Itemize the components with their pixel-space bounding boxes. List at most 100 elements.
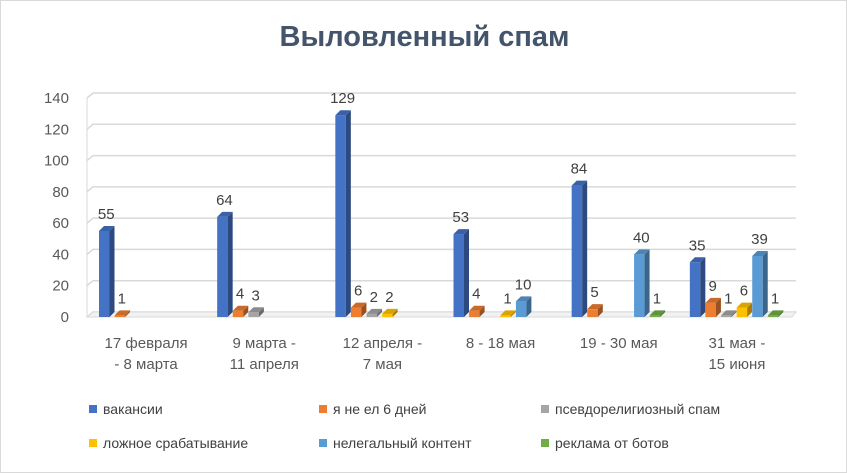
bar-side xyxy=(747,302,753,317)
data-label: 6 xyxy=(354,283,362,300)
data-label: 1 xyxy=(653,290,661,307)
gridline xyxy=(86,279,796,287)
y-tick-label: 60 xyxy=(52,215,69,232)
legend-item: нелегальный контент xyxy=(319,435,472,451)
data-label: 5 xyxy=(590,284,598,301)
bar-top xyxy=(453,229,469,235)
legend-label: я не ел 6 дней xyxy=(333,401,427,417)
bar-top xyxy=(571,180,588,186)
data-label: 2 xyxy=(370,289,378,306)
bar-side xyxy=(700,257,706,317)
y-tick-label: 140 xyxy=(44,90,69,107)
legend-swatch xyxy=(319,405,327,413)
bar-top xyxy=(767,310,784,316)
bar-top xyxy=(705,297,721,303)
data-label: 35 xyxy=(689,237,706,254)
bar xyxy=(335,115,346,317)
bar xyxy=(515,301,527,317)
y-tick-label: 100 xyxy=(44,153,69,170)
data-label: 129 xyxy=(330,90,355,107)
bar-top xyxy=(721,310,737,316)
data-label: 6 xyxy=(740,283,748,300)
legend-label: псевдорелигиозный спам xyxy=(555,401,721,417)
legend-item: ложное срабатывание xyxy=(89,435,248,451)
data-label: 4 xyxy=(472,286,480,303)
y-tick-label: 20 xyxy=(52,278,69,295)
bar-top xyxy=(114,310,131,316)
y-tick-label: 80 xyxy=(52,184,69,201)
bar-top xyxy=(232,305,249,311)
gridline xyxy=(86,92,796,99)
data-label: 1 xyxy=(503,290,511,307)
bar xyxy=(767,315,779,317)
x-tick-label: 19 - 30 мая xyxy=(580,335,658,352)
bar-side xyxy=(597,304,603,317)
bar xyxy=(366,313,378,317)
legend-label: ложное срабатывание xyxy=(103,435,249,451)
bar-side xyxy=(731,310,737,317)
bar xyxy=(382,313,393,317)
data-label: 1 xyxy=(771,290,779,307)
bar-top xyxy=(248,307,264,313)
legend-label: вакансии xyxy=(103,401,163,417)
bar xyxy=(634,254,645,317)
bar-side xyxy=(526,296,532,317)
x-tick-label: 17 февраля - 8 марта xyxy=(105,335,188,373)
bar-side xyxy=(778,310,784,317)
legend-swatch xyxy=(541,439,549,447)
bar xyxy=(705,302,716,317)
data-label: 64 xyxy=(216,192,233,209)
x-tick-label: 8 - 18 мая xyxy=(466,335,535,352)
bar xyxy=(752,255,763,317)
bar-top xyxy=(350,302,367,308)
gridline xyxy=(86,248,796,256)
legend-item: вакансии xyxy=(89,401,163,417)
bar-top xyxy=(634,249,650,255)
bar xyxy=(721,315,732,317)
legend-item: я не ел 6 дней xyxy=(319,401,426,417)
y-tick-label: 0 xyxy=(61,309,69,326)
bar-side xyxy=(125,310,131,317)
bar-side xyxy=(392,308,398,317)
bar-top xyxy=(752,250,768,256)
bar-side xyxy=(464,229,469,317)
legend-label: реклама от ботов xyxy=(555,435,669,451)
gridline xyxy=(86,186,796,193)
bar-side xyxy=(510,310,516,317)
bar-top xyxy=(382,308,398,314)
chart-title: Выловленный спам xyxy=(279,21,570,53)
y-tick-label: 40 xyxy=(52,246,69,263)
bar xyxy=(571,185,583,317)
x-tick-label: 31 мая -15 июня xyxy=(708,335,765,373)
bar-top xyxy=(217,211,233,217)
data-label: 53 xyxy=(452,209,469,226)
bar-side xyxy=(715,297,721,317)
bar-top xyxy=(515,296,532,302)
bar xyxy=(114,315,126,317)
data-label: 39 xyxy=(751,231,768,248)
bar-side xyxy=(582,180,588,317)
legend-item: реклама от ботов xyxy=(541,435,669,451)
bar xyxy=(587,309,598,317)
bar-top xyxy=(99,225,115,231)
x-tick-label: 12 апреля -7 мая xyxy=(343,335,423,373)
data-label: 3 xyxy=(251,287,259,304)
data-label: 84 xyxy=(571,161,588,178)
data-label: 55 xyxy=(98,206,115,223)
bar-top xyxy=(366,308,383,314)
legend-swatch xyxy=(541,405,549,413)
data-label: 4 xyxy=(236,286,244,303)
bar-side xyxy=(345,110,351,317)
bar-top xyxy=(649,310,666,316)
bar-top xyxy=(736,302,753,308)
bar-side xyxy=(109,225,115,317)
bar xyxy=(217,216,228,317)
data-label: 1 xyxy=(118,290,126,307)
bar xyxy=(248,312,259,317)
bar-top xyxy=(335,110,351,116)
data-label: 2 xyxy=(385,289,393,306)
y-tick-label: 120 xyxy=(44,121,69,138)
legend-item: псевдорелигиозный спам xyxy=(541,401,720,417)
